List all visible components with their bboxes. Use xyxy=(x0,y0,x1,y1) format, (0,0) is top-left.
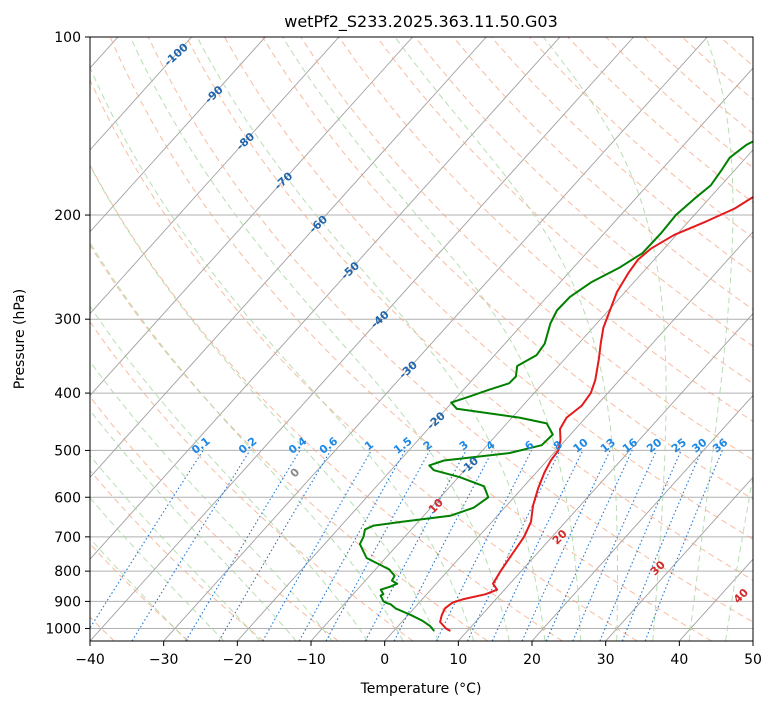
mixing-ratio-line xyxy=(262,450,372,641)
y-tick-label: 1000 xyxy=(45,621,81,637)
moist-adiabat-line xyxy=(90,164,439,641)
x-tick-label: −20 xyxy=(223,652,253,668)
x-tick-label: −40 xyxy=(75,652,105,668)
dry-adiabat-line xyxy=(90,395,339,641)
isotherm-line xyxy=(90,37,487,478)
y-tick-label: 700 xyxy=(54,530,81,546)
moist-adiabat-line xyxy=(90,66,475,641)
moist-adiabat-line xyxy=(90,360,333,641)
moist-adiabat-line xyxy=(130,37,510,641)
x-tick-label: 0 xyxy=(380,652,389,668)
dry-adiabats xyxy=(90,37,753,641)
isotherm-line xyxy=(90,37,634,641)
mixing-ratio-line xyxy=(545,450,633,641)
moist-adiabat-line xyxy=(90,305,369,641)
y-tick-label: 800 xyxy=(54,564,81,580)
mixing-ratio-line xyxy=(621,450,703,641)
y-tick-label: 500 xyxy=(54,443,81,459)
isotherm-line xyxy=(90,37,561,560)
x-tick-label: 30 xyxy=(597,652,615,668)
isotherm-line xyxy=(90,37,266,233)
isotherm-lines xyxy=(90,37,753,641)
isotherm-line xyxy=(531,394,753,641)
temperature-profile-line xyxy=(439,195,753,632)
y-tick-label: 900 xyxy=(54,594,81,610)
moist-adiabat-line xyxy=(725,473,753,641)
dry-adiabat-line xyxy=(414,37,753,347)
isotherm-line xyxy=(90,37,340,315)
dry-adiabat-line xyxy=(147,37,753,623)
mixing-ratio-line xyxy=(131,450,251,641)
moist-adiabat-line xyxy=(282,37,582,641)
x-tick-label: −30 xyxy=(149,652,179,668)
moist-adiabat-line xyxy=(90,409,297,641)
dry-adiabat-line xyxy=(90,244,488,641)
plot-frame xyxy=(89,36,754,642)
moist-adiabat-line xyxy=(196,37,546,641)
isotherm-line xyxy=(90,37,413,397)
mixing-ratio-line xyxy=(435,450,532,641)
mixing-ratio-lines xyxy=(90,450,723,641)
moist-adiabat-line xyxy=(688,37,734,641)
y-tick-label: 200 xyxy=(54,208,81,224)
y-axis-label: Pressure (hPa) xyxy=(12,289,28,389)
isotherm-line xyxy=(605,476,753,641)
y-tick-label: 300 xyxy=(54,312,81,328)
x-tick-label: 10 xyxy=(449,652,467,668)
y-tick-label: 600 xyxy=(54,490,81,506)
mixing-ratio-line xyxy=(90,450,204,630)
x-tick-label: −10 xyxy=(296,652,326,668)
mixing-ratio-line xyxy=(298,450,406,641)
isotherm-line xyxy=(310,149,753,641)
mixing-ratio-line xyxy=(644,450,723,641)
mixing-ratio-line xyxy=(599,450,682,641)
dry-adiabat-line xyxy=(90,164,563,641)
isotherm-line xyxy=(163,37,708,641)
dry-adiabat-line xyxy=(376,37,753,385)
dewpoint-profile-line xyxy=(358,140,753,632)
x-tick-label: 40 xyxy=(670,652,688,668)
isotherm-line xyxy=(236,67,753,641)
moist-adiabat-line xyxy=(90,454,261,641)
isotherm-line xyxy=(90,37,192,151)
isotherm-line xyxy=(384,231,753,641)
x-tick-label: 50 xyxy=(744,652,762,668)
dry-adiabat-line xyxy=(90,543,190,641)
mixing-ratio-line xyxy=(572,450,657,641)
x-tick-label: 20 xyxy=(523,652,541,668)
chart-title: wetPf2_S233.2025.363.11.50.G03 xyxy=(284,12,558,32)
dry-adiabat-line xyxy=(90,321,414,641)
y-axis: 100 200 300 400 500 600 700 800 900 1000 xyxy=(45,30,90,637)
mixing-ratio-line xyxy=(325,450,431,641)
dry-adiabat-line xyxy=(90,469,264,641)
x-axis: −40 −30 −20 −10 0 10 20 30 40 50 xyxy=(75,641,762,668)
x-axis-label: Temperature (°C) xyxy=(360,681,482,697)
dry-adiabat-line xyxy=(109,37,712,641)
moist-adiabat-line xyxy=(90,241,404,641)
y-tick-label: 100 xyxy=(54,30,81,46)
sounding-profiles xyxy=(358,140,753,632)
moist-adiabat-line xyxy=(542,37,667,641)
dry-adiabat-line xyxy=(452,37,753,311)
y-tick-label: 400 xyxy=(54,386,81,402)
isotherm-line xyxy=(457,312,753,641)
